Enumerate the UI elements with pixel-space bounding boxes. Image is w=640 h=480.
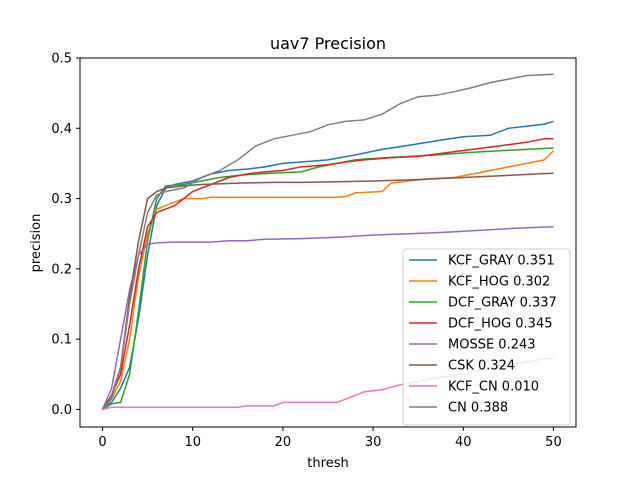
legend: KCF_GRAY 0.351 KCF_HOG 0.302 DCF_GRAY 0.33… (402, 248, 571, 426)
series-line-0 (102, 120, 554, 410)
y-tick-label: 0.1 (51, 333, 72, 348)
x-axis: 0 10 20 30 40 50 (98, 427, 562, 450)
x-axis-label: thresh (307, 456, 348, 471)
legend-entry: CN 0.388 (448, 401, 508, 416)
x-tick-label: 50 (545, 435, 562, 450)
y-tick-label: 0.3 (51, 192, 72, 207)
y-tick-label: 0.4 (51, 122, 72, 137)
legend-entry: CSK 0.324 (448, 359, 515, 374)
y-axis-label: precision (29, 214, 44, 273)
x-tick-label: 30 (365, 435, 382, 450)
x-tick-label: 0 (98, 435, 106, 450)
y-tick-label: 0.5 (51, 52, 72, 67)
legend-entry: MOSSE 0.243 (448, 338, 536, 353)
chart-title: uav7 Precision (270, 34, 386, 53)
series-line-7 (101, 73, 554, 410)
series-line-1 (101, 150, 555, 410)
legend-entry: DCF_GRAY 0.337 (448, 296, 557, 311)
x-tick-label: 20 (275, 435, 292, 450)
legend-entry: KCF_HOG 0.302 (448, 275, 550, 290)
x-tick-label: 40 (455, 435, 472, 450)
y-tick-label: 0.2 (51, 262, 72, 277)
legend-entry: KCF_GRAY 0.351 (448, 254, 555, 269)
legend-entry: DCF_HOG 0.345 (448, 317, 553, 332)
legend-box (402, 248, 571, 426)
y-axis: 0.0 0.1 0.2 0.3 0.4 0.5 (51, 52, 80, 418)
x-tick-label: 10 (184, 435, 201, 450)
plot-frame (79, 57, 577, 428)
plot-lines (101, 73, 555, 411)
series-line-5 (101, 172, 554, 410)
legend-entry: KCF_CN 0.010 (448, 380, 539, 395)
y-tick-label: 0.0 (51, 403, 72, 418)
series-line-3 (101, 138, 554, 410)
